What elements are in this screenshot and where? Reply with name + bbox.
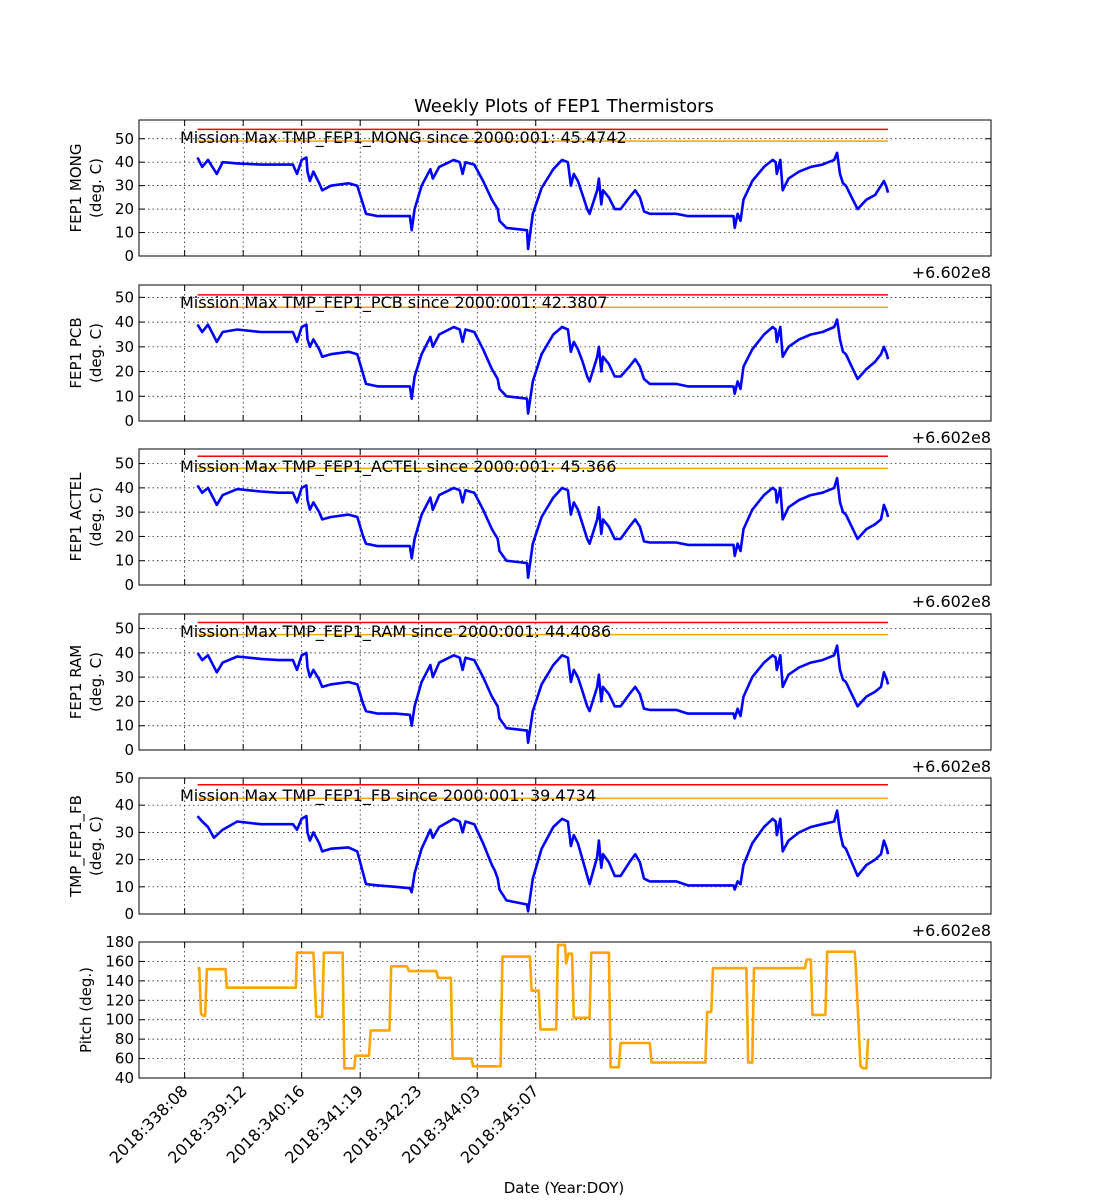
y-tick-label: 60 [115,1050,134,1068]
y-tick-label: 40 [115,479,134,497]
y-tick-label: 50 [115,288,134,306]
plot-frame [138,941,992,1079]
y-tick-label: 30 [115,668,134,686]
y-tick-label: 20 [115,200,134,218]
y-axis-label: (deg. C) [87,816,105,876]
y-tick-label: 20 [115,363,134,381]
y-tick-label: 80 [115,1030,134,1048]
y-tick-label: 40 [115,313,134,331]
y-tick-label: 100 [105,1011,134,1029]
y-tick-label: 20 [115,527,134,545]
subplot-4: 0 10 20 30 40 50 Mission Max TMP_FEP1_RAM sinc… [67,613,992,776]
y-axis-label: FEP1 ACTEL [67,472,85,562]
y-axis-label: FEP1 MONG [67,143,85,232]
x-offset-label: +6.602e8 [912,757,991,776]
y-tick-label: 40 [115,1069,134,1087]
subplot-3: 0 10 20 30 40 50 Mission Max TMP_FEP1_ACTEL si… [67,448,992,611]
y-tick-label: 10 [115,878,134,896]
subplot-panels: 0 10 20 30 40 50 Mission Max TMP_FEP1_MONG sin… [67,119,992,1087]
plot-frame [138,777,992,915]
y-tick-label: 40 [115,796,134,814]
data-series-line [196,809,890,913]
x-offset-label: +6.602e8 [912,592,991,611]
y-tick-label: 140 [105,972,134,990]
data-series-line [197,943,870,1070]
data-series-line [196,318,890,415]
y-tick-label: 10 [115,717,134,735]
y-tick-label: 50 [115,130,134,148]
y-tick-label: 30 [115,338,134,356]
x-offset-label: +6.602e8 [912,263,991,282]
plot-frame [138,119,992,257]
y-axis-label: TMP_FEP1_FB [67,795,86,898]
y-axis-label: (deg. C) [87,652,105,712]
y-axis-label: Pitch (deg.) [77,967,95,1053]
subplot-1: 0 10 20 30 40 50 Mission Max TMP_FEP1_MONG sin… [67,119,992,282]
y-tick-label: 50 [115,455,134,473]
y-tick-label: 30 [115,823,134,841]
x-axis-label: Date (Year:DOY) [504,1179,625,1197]
y-tick-label: 0 [124,905,134,923]
y-tick-label: 20 [115,851,134,869]
y-tick-label: 50 [115,769,134,787]
y-tick-label: 0 [124,741,134,759]
x-offset-label: +6.602e8 [912,428,991,447]
plot-frame [138,284,992,422]
y-tick-label: 0 [124,412,134,430]
y-tick-label: 0 [124,247,134,265]
y-axis-label: (deg. C) [87,158,105,218]
y-tick-label: 160 [105,952,134,970]
y-tick-label: 20 [115,692,134,710]
mission-max-annotation: Mission Max TMP_FEP1_MONG since 2000:001… [180,128,627,148]
y-tick-label: 120 [105,991,134,1009]
y-tick-label: 30 [115,177,134,195]
mission-max-annotation: Mission Max TMP_FEP1_ACTEL since 2000:00… [180,457,616,477]
y-tick-label: 50 [115,620,134,638]
mission-max-annotation: Mission Max TMP_FEP1_FB since 2000:001: … [180,786,596,806]
y-tick-label: 180 [105,933,134,951]
y-tick-label: 40 [115,644,134,662]
y-tick-label: 0 [124,576,134,594]
y-tick-label: 10 [115,387,134,405]
x-offset-label: +6.602e8 [912,921,991,940]
y-tick-label: 10 [115,552,134,570]
y-tick-label: 30 [115,503,134,521]
plot-frame [138,448,992,586]
figure-title: Weekly Plots of FEP1 Thermistors [414,96,714,117]
y-tick-label: 10 [115,224,134,242]
y-tick-label: 40 [115,153,134,171]
subplot-2: 0 10 20 30 40 50 Mission Max TMP_FEP1_PCB sinc… [67,284,992,447]
y-axis-label: FEP1 PCB [67,317,85,388]
plot-frame [138,613,992,751]
mission-max-annotation: Mission Max TMP_FEP1_PCB since 2000:001:… [180,293,608,313]
mission-max-annotation: Mission Max TMP_FEP1_RAM since 2000:001:… [180,622,611,642]
x-tick-labels: 2018:338:082018:339:122018:340:162018:34… [106,1081,543,1167]
subplot-5: 0 10 20 30 40 50 Mission Max TMP_FEP1_FB since… [67,769,992,940]
y-axis-label: (deg. C) [87,487,105,547]
y-axis-label: (deg. C) [87,323,105,383]
data-series-line [196,151,890,251]
y-axis-label: FEP1 RAM [67,645,85,719]
data-series-line [196,644,890,745]
data-series-line [196,476,890,580]
